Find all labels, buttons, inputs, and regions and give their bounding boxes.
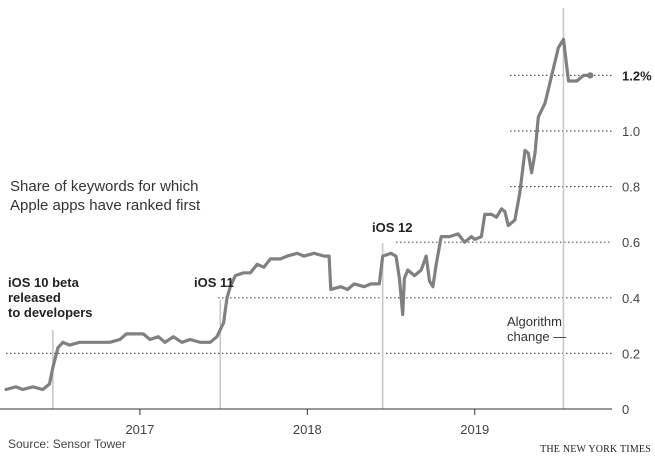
annotation: Algorithm change —: [507, 314, 566, 344]
credit-line: THE NEW YORK TIMES: [540, 444, 651, 455]
y-axis: 0 0.2 0.4 0.6 0.8 1.0 1.2%: [622, 68, 652, 417]
event-lines: [52, 8, 565, 409]
x-tick-label: 2017: [125, 422, 154, 437]
gridlines: [6, 74, 612, 354]
y-tick-label: 1.2%: [622, 68, 652, 83]
source-note: Source: Sensor Tower: [8, 437, 126, 451]
y-tick-label: 0.6: [622, 235, 640, 250]
annotation: iOS 11: [194, 275, 234, 290]
y-tick-label: 1.0: [622, 124, 640, 139]
series-line: [4, 37, 592, 392]
y-tick-label: 0.8: [622, 180, 640, 195]
annotations: iOS 10 beta released to developers iOS 11 iO…: [8, 220, 566, 344]
x-tick-label: 2019: [460, 422, 489, 437]
y-tick-label: 0: [622, 402, 629, 417]
y-tick-label: 0.2: [622, 346, 640, 361]
annotation: iOS 10 beta released to developers: [8, 275, 93, 320]
series-endpoint: [587, 72, 594, 79]
chart-title: Share of keywords for which Apple apps ha…: [10, 178, 201, 214]
x-tick-label: 2018: [293, 422, 322, 437]
x-axis: 2017 2018 2019: [125, 409, 489, 437]
annotation: iOS 12: [372, 220, 412, 235]
y-tick-label: 0.4: [622, 291, 640, 306]
